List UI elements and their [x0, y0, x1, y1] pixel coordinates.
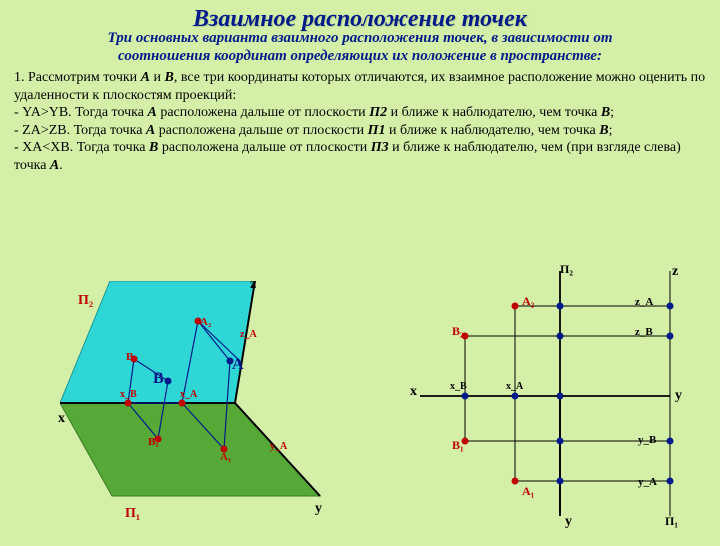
diagram-epure: П₂zxyyП₁A₂z_AB₂z_Bx_Ax_By_BB₁y_AA₁ [400, 266, 700, 536]
diagram-label: y_A [270, 441, 287, 452]
t: - YA>YB. Тогда точка [14, 105, 147, 120]
body-text: 1. Рассмотрим точки A и B, все три коорд… [14, 69, 706, 174]
b: П3 [371, 140, 389, 155]
t: 1. Рассмотрим точки [14, 70, 141, 85]
t: - XA<XB. Тогда точка [14, 140, 149, 155]
diagram-label: y [315, 501, 322, 517]
diagram-label: x [410, 384, 417, 400]
diagram-label: П₁ [125, 506, 140, 522]
subtitle: Три основных варианта взаимного располож… [0, 29, 720, 65]
b: B [599, 123, 608, 138]
diagram-label: П₂ [560, 262, 573, 277]
diagram-label: П₁ [665, 514, 678, 529]
t: расположена дальше от плоскости [157, 105, 369, 120]
diagram-label: x [58, 411, 65, 427]
diagram-label: A₁ [220, 451, 231, 463]
diagram-label: П₂ [78, 293, 93, 309]
b: П2 [369, 105, 387, 120]
t: . [59, 158, 63, 173]
diagram-label: x_A [180, 389, 197, 400]
diagram-label: y [565, 514, 572, 530]
b: П1 [368, 123, 386, 138]
diagram-label: z_A [240, 329, 257, 340]
b: A [50, 158, 59, 173]
subtitle-line2: соотношения координат определяющих их по… [118, 48, 602, 64]
b: A [146, 123, 155, 138]
t: ; [609, 123, 613, 138]
b: B [601, 105, 610, 120]
diagram-3d: П₂П₁xyzABA₂B₂A₁B₁x_Ax_Bz_Ay_A [60, 281, 340, 531]
diagram-label: B₂ [126, 351, 137, 363]
t: расположена дальше от плоскости [158, 140, 370, 155]
b: A [141, 70, 150, 85]
t: и ближе к наблюдателю, чем точка [387, 105, 601, 120]
t: и ближе к наблюдателю, чем точка [386, 123, 600, 138]
diagram-label: B₁ [148, 436, 159, 448]
subtitle-line1: Три основных варианта взаимного располож… [107, 30, 612, 46]
diagram-label: B₁ [452, 438, 464, 453]
diagram-label: A₁ [522, 484, 534, 499]
diagram-label: B₂ [452, 324, 464, 339]
diagram-label: y_A [638, 476, 657, 488]
diagram-label: y [675, 388, 682, 404]
diagram-label: z_B [635, 326, 653, 338]
t: - ZA>ZB. Тогда точка [14, 123, 146, 138]
diagram-label: z_A [635, 296, 653, 308]
diagram-label: x_B [450, 381, 467, 392]
diagram-label: y_B [638, 434, 656, 446]
b: B [165, 70, 174, 85]
t: ; [610, 105, 614, 120]
diagram-label: x_B [120, 389, 137, 400]
diagram-label: z [672, 264, 678, 280]
diagram-label: A [232, 356, 244, 374]
diagram-label: x_A [506, 381, 523, 392]
t: и [150, 70, 165, 85]
t: расположена дальше от плоскости [155, 123, 367, 138]
diagram-label: z [250, 277, 256, 293]
b: B [149, 140, 158, 155]
diagram-label: B [153, 370, 164, 388]
diagram-label: A₂ [200, 316, 211, 328]
b: A [147, 105, 156, 120]
diagram-label: A₂ [522, 294, 534, 309]
diagram-epure-svg [400, 266, 700, 536]
